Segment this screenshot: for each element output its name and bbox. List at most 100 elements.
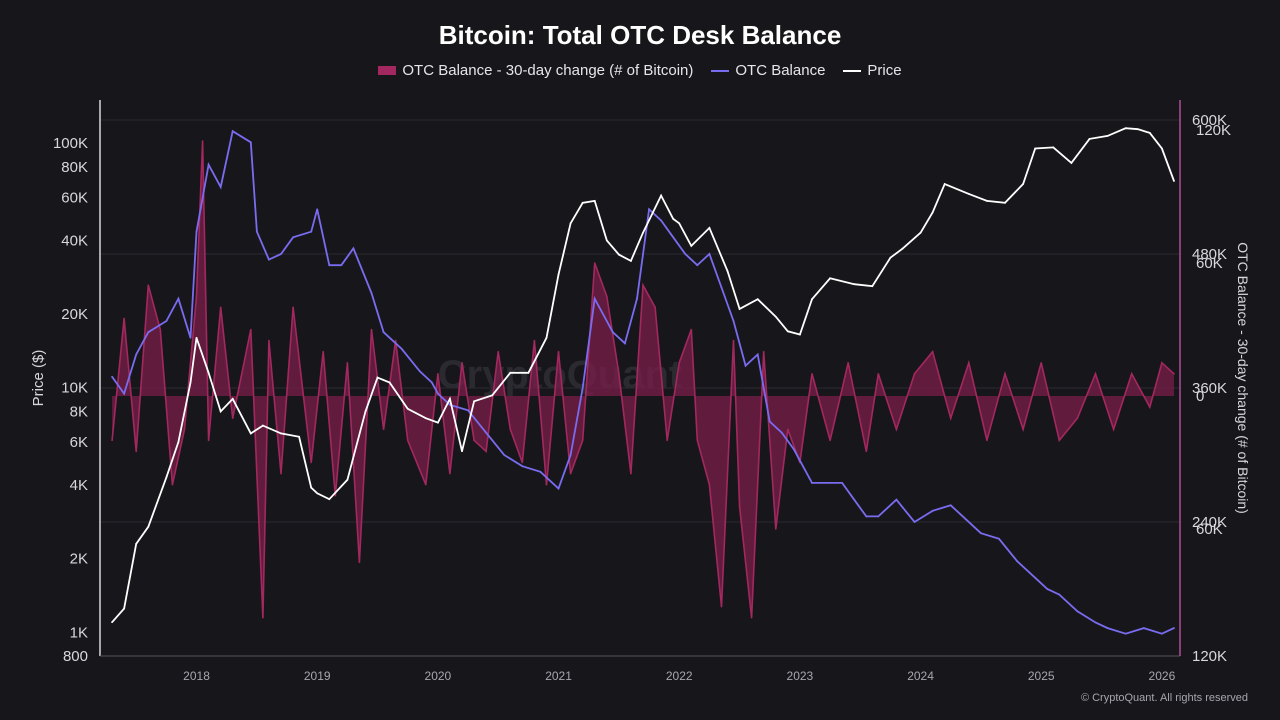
balance-point bbox=[865, 515, 868, 518]
x-tick-label: 2019 bbox=[304, 669, 331, 683]
change-point bbox=[708, 483, 711, 486]
price-point bbox=[853, 283, 856, 286]
change-point bbox=[720, 605, 723, 608]
price-point bbox=[527, 371, 530, 374]
change-point bbox=[1094, 373, 1097, 375]
legend-item-price[interactable]: Price bbox=[843, 62, 902, 79]
balance-point bbox=[811, 482, 813, 484]
change-point bbox=[437, 373, 439, 375]
change-point bbox=[913, 373, 916, 375]
price-point bbox=[569, 222, 572, 225]
balance-point bbox=[853, 498, 856, 501]
price-point bbox=[774, 315, 777, 318]
balance-point bbox=[684, 253, 687, 255]
balance-point bbox=[165, 320, 168, 322]
price-point bbox=[545, 336, 548, 339]
price-point bbox=[376, 376, 379, 379]
left-tick-label: 2K bbox=[70, 551, 88, 568]
price-point bbox=[593, 200, 596, 202]
chart-title: Bitcoin: Total OTC Desk Balance bbox=[438, 20, 842, 50]
balance-point bbox=[316, 208, 319, 211]
balance-point bbox=[340, 264, 343, 267]
change-point bbox=[696, 439, 699, 442]
price-point bbox=[642, 231, 644, 234]
balance-point bbox=[696, 264, 699, 267]
change-point bbox=[1130, 373, 1133, 375]
price-point bbox=[660, 194, 663, 197]
price-point bbox=[298, 435, 301, 438]
balance-point bbox=[581, 387, 584, 389]
balance-point bbox=[877, 515, 880, 518]
change-point bbox=[1022, 428, 1024, 431]
price-line bbox=[111, 127, 1175, 623]
change-point bbox=[406, 439, 409, 442]
balance-point bbox=[1094, 621, 1097, 624]
change-point bbox=[310, 461, 312, 464]
price-point bbox=[1160, 147, 1163, 150]
balance-point bbox=[189, 336, 192, 339]
price-point bbox=[690, 244, 693, 247]
change-point bbox=[1149, 406, 1151, 408]
left-tick-label: 10K bbox=[61, 380, 88, 397]
price-point bbox=[207, 371, 210, 374]
left-tick-label: 800 bbox=[63, 648, 88, 665]
balance-point bbox=[636, 297, 638, 300]
change-point bbox=[787, 428, 789, 431]
change-point bbox=[738, 506, 741, 508]
price-point bbox=[617, 253, 620, 256]
copyright-footer: © CryptoQuant. All rights reserved bbox=[1080, 692, 1248, 704]
change-point bbox=[732, 339, 735, 342]
balance-point bbox=[895, 498, 898, 501]
price-point bbox=[436, 421, 439, 424]
balance-point bbox=[370, 292, 373, 294]
balance-point bbox=[557, 487, 560, 490]
price-point bbox=[889, 256, 892, 259]
balance-point bbox=[207, 163, 210, 166]
legend-item-balance[interactable]: OTC Balance bbox=[711, 62, 825, 79]
balance-point bbox=[436, 392, 439, 395]
change-point bbox=[865, 450, 868, 453]
balance-point bbox=[823, 482, 825, 484]
price-point bbox=[310, 486, 313, 489]
change-point bbox=[666, 439, 668, 442]
change-point bbox=[262, 616, 264, 619]
balance-point bbox=[979, 532, 982, 535]
price-point bbox=[605, 239, 608, 242]
change-point bbox=[521, 461, 524, 464]
balance-point bbox=[1058, 593, 1061, 596]
change-point bbox=[630, 472, 632, 475]
change-point bbox=[250, 328, 252, 331]
right-tick-label-balance: 600K bbox=[1192, 112, 1227, 129]
legend-item-change[interactable]: OTC Balance - 30-day change (# of Bitcoi… bbox=[378, 62, 693, 79]
left-tick-label: 1K bbox=[70, 624, 88, 641]
price-point bbox=[388, 381, 391, 384]
change-point bbox=[171, 483, 174, 486]
price-point bbox=[111, 621, 113, 624]
change-point bbox=[1076, 417, 1079, 419]
change-point bbox=[545, 483, 548, 486]
legend-label-price: Price bbox=[867, 62, 902, 79]
change-point bbox=[280, 472, 282, 475]
change-point bbox=[346, 361, 349, 364]
balance-point bbox=[593, 297, 596, 300]
price-point bbox=[1148, 132, 1151, 134]
price-point bbox=[231, 397, 234, 400]
price-point bbox=[672, 217, 675, 220]
price-point bbox=[449, 397, 451, 400]
x-tick-label: 2022 bbox=[666, 669, 693, 683]
change-point bbox=[358, 561, 361, 564]
price-point bbox=[316, 492, 319, 495]
change-point bbox=[1173, 373, 1175, 375]
change-point bbox=[690, 328, 693, 331]
change-point bbox=[774, 528, 777, 530]
balance-point bbox=[1124, 632, 1127, 635]
balance-point bbox=[418, 370, 421, 373]
balance-point bbox=[949, 504, 952, 507]
change-point bbox=[123, 317, 125, 320]
balance-point bbox=[135, 353, 138, 356]
x-tick-label: 2023 bbox=[787, 669, 814, 683]
price-point bbox=[871, 285, 874, 288]
balance-point bbox=[931, 509, 934, 512]
change-point bbox=[111, 439, 113, 442]
